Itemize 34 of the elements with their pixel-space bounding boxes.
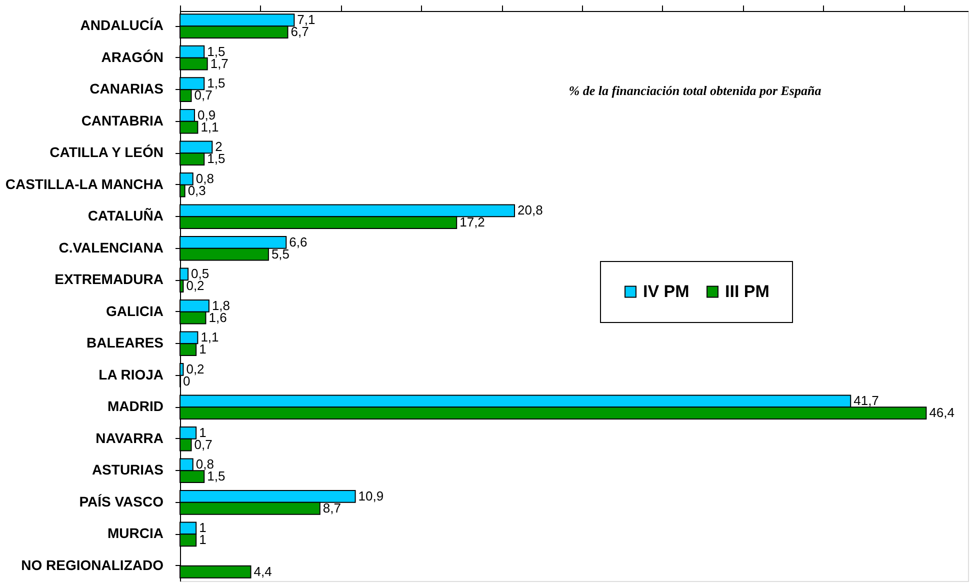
y-tick-label: C.VALENCIANA: [58, 239, 164, 256]
data-label: 5,5: [271, 246, 290, 262]
y-tick-label: MADRID: [108, 398, 164, 414]
data-label: 8,7: [322, 500, 341, 516]
annotation: % de la financiación total obtenida por España: [568, 83, 822, 98]
data-label: 6,6: [289, 234, 308, 250]
data-label: 0,8: [196, 170, 214, 186]
y-tick-label: ARAGÓN: [101, 48, 164, 65]
y-tick-label: PAÍS VASCO: [79, 493, 164, 510]
data-label: 20,8: [518, 202, 543, 218]
legend-label: IV PM: [643, 282, 690, 301]
y-tick-label: BALEARES: [86, 334, 164, 351]
y-tick-label: CANARIAS: [90, 80, 164, 97]
data-label: 17,2: [460, 214, 485, 230]
data-label: 0,9: [197, 107, 216, 122]
data-label: 10,9: [358, 488, 384, 504]
legend-label: III PM: [725, 282, 770, 301]
y-tick-label: MURCIA: [108, 525, 164, 542]
data-label: 46,4: [929, 405, 954, 420]
y-tick-label: NO REGIONALIZADO: [21, 556, 164, 573]
y-tick-label: CANTABRIA: [81, 112, 164, 128]
y-tick-label: EXTREMADURA: [54, 271, 164, 288]
y-tick-label: ANDALUCÍA: [80, 17, 164, 34]
y-tick-label: CASTILLA-LA MANCHA: [5, 176, 164, 192]
y-tick-label: ASTURIAS: [92, 462, 164, 478]
data-label: 1,8: [212, 298, 230, 313]
y-tick-label: GALICIA: [106, 302, 164, 319]
y-tick-label: LA RIOJA: [98, 366, 164, 382]
y-tick-label: NAVARRA: [96, 430, 164, 446]
data-label: 4,4: [254, 564, 272, 579]
y-tick-label: CATILLA Y LEÓN: [50, 144, 164, 160]
data-label: 41,7: [854, 393, 879, 408]
y-tick-label: CATALUÑA: [88, 208, 164, 224]
data-label: 1,5: [207, 44, 226, 59]
